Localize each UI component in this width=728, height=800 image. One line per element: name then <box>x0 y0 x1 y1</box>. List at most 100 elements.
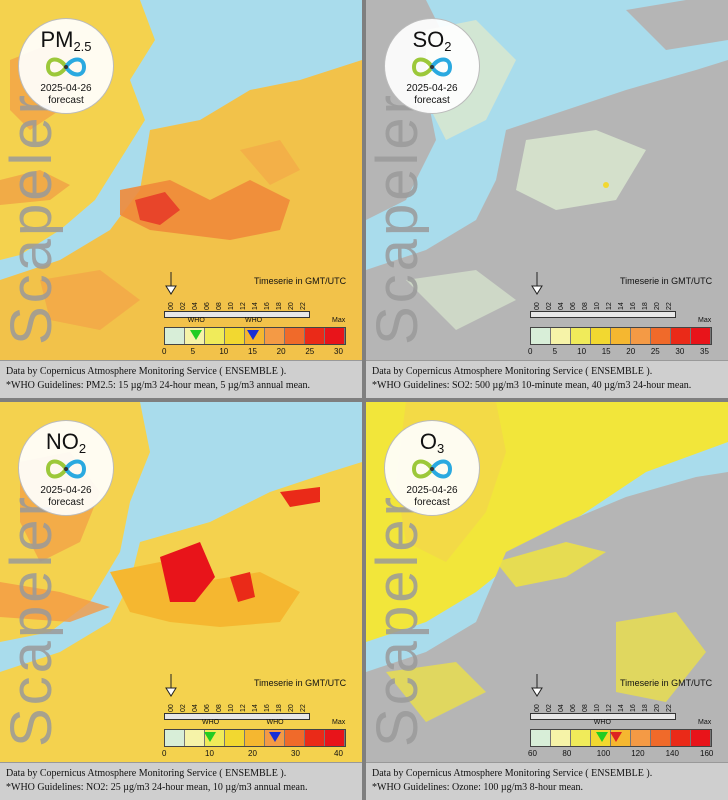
scale-swatch <box>285 730 305 746</box>
hour-tick: 08 <box>216 302 223 310</box>
scale-swatch <box>265 328 285 344</box>
who-marker-icon <box>595 732 608 742</box>
timeseries-label: Timeserie in GMT/UTC <box>254 276 347 286</box>
scapeler-logo-icon <box>45 459 87 479</box>
forecast-date: 2025-04-26 <box>406 83 458 94</box>
forecast-label: forecast <box>414 95 450 106</box>
scale-swatch <box>571 730 591 746</box>
hour-tick: 12 <box>240 704 247 712</box>
hour-tick: 20 <box>288 704 295 712</box>
scale-swatch <box>305 328 325 344</box>
scapeler-logo-icon <box>45 57 87 77</box>
hour-tick: 22 <box>666 704 673 712</box>
scale-label: 30 <box>291 749 300 758</box>
map-o3 <box>366 402 728 762</box>
scale-label: 15 <box>248 347 257 356</box>
hour-tick: 20 <box>654 704 661 712</box>
who-label: WHO <box>593 719 611 726</box>
scale-swatch <box>651 730 671 746</box>
pollutant-title: SO2 <box>412 27 452 54</box>
hour-tick: 20 <box>288 302 295 310</box>
hour-tick: 04 <box>192 302 199 310</box>
hour-tick: 12 <box>606 704 613 712</box>
scale-swatch <box>691 730 711 746</box>
who-marker-icon <box>247 330 259 340</box>
hour-tick: 08 <box>582 704 589 712</box>
who-label: WHO <box>202 719 220 726</box>
scale-swatch <box>551 730 571 746</box>
brand-watermark: Scapeler <box>0 92 64 345</box>
current-time-arrow-icon <box>165 272 177 295</box>
brand-watermark: Scapeler <box>366 92 430 345</box>
hour-tick: 18 <box>642 302 649 310</box>
scale-swatch <box>631 730 651 746</box>
panel-pm25: Scapeler PM2.5 2025-04-26 forecast Times… <box>0 0 362 398</box>
hour-tick: 14 <box>618 302 625 310</box>
pollutant-title: NO2 <box>45 429 87 456</box>
hour-tick: 00 <box>168 302 175 310</box>
scale-label: 20 <box>276 347 286 356</box>
hour-tick: 02 <box>180 302 187 310</box>
scale-swatch <box>285 328 305 344</box>
scale-label: 0 <box>162 347 167 356</box>
scale-swatch <box>185 730 205 746</box>
scapeler-logo-icon <box>411 57 453 77</box>
current-time-arrow-icon <box>531 272 543 295</box>
hour-tick: 14 <box>618 704 625 712</box>
scale-swatch <box>691 328 711 344</box>
brand-watermark: Scapeler <box>0 494 64 747</box>
max-label: Max <box>698 719 712 726</box>
scale-swatch <box>325 730 345 746</box>
timeline-bar <box>530 713 676 720</box>
color-scale <box>164 729 346 747</box>
hour-tick: 14 <box>252 704 259 712</box>
scale-label: 5 <box>552 347 558 356</box>
forecast-label: forecast <box>48 95 84 106</box>
scale-label: 100 <box>596 749 611 758</box>
forecast-date: 2025-04-26 <box>40 83 92 94</box>
scale-swatch <box>591 328 611 344</box>
scale-swatch <box>245 730 265 746</box>
footer-source: Data by Copernicus Atmosphere Monitoring… <box>372 366 653 377</box>
timeline-bar <box>530 311 676 318</box>
scale-swatch <box>611 328 631 344</box>
hour-tick: 06 <box>204 302 211 310</box>
scale-label: 10 <box>219 347 229 356</box>
hour-tick: 04 <box>558 302 565 310</box>
hour-tick: 04 <box>192 704 199 712</box>
hour-tick: 22 <box>300 704 307 712</box>
pollutant-badge: PM2.5 2025-04-26 forecast <box>18 18 114 114</box>
scale-label: 15 <box>601 347 611 356</box>
brand-watermark: Scapeler <box>366 494 430 747</box>
hour-tick: 04 <box>558 704 565 712</box>
hour-tick: 06 <box>570 302 577 310</box>
forecast-date: 2025-04-26 <box>406 485 458 496</box>
footer-who: *WHO Guidelines: Ozone: 100 µg/m3 8-hour… <box>372 782 583 793</box>
max-label: Max <box>332 317 346 324</box>
panel-so2: Scapeler SO2 2025-04-26 forecast Timeser… <box>366 0 728 398</box>
scale-swatch <box>225 730 245 746</box>
hour-tick: 02 <box>546 302 553 310</box>
scale-swatch <box>651 328 671 344</box>
scale-swatch <box>225 328 245 344</box>
hour-tick: 16 <box>264 302 271 310</box>
hour-tick: 12 <box>606 302 613 310</box>
footer-source: Data by Copernicus Atmosphere Monitoring… <box>6 768 287 779</box>
hour-tick: 00 <box>534 302 541 310</box>
scapeler-logo-icon <box>411 459 453 479</box>
who-marker-icon <box>609 732 622 742</box>
timeline-bar <box>164 713 310 720</box>
scale-label: 30 <box>334 347 343 356</box>
who-label: WHO <box>245 317 263 324</box>
who-marker-icon <box>204 732 216 742</box>
scale-label: 0 <box>162 749 167 758</box>
scale-label: 5 <box>190 347 196 356</box>
max-label: Max <box>698 317 712 324</box>
scale-swatch <box>205 328 225 344</box>
footer: Data by Copernicus Atmosphere Monitoring… <box>0 762 362 800</box>
who-marker-icon <box>268 732 281 742</box>
scale-label: 25 <box>650 347 660 356</box>
timeseries-label: Timeserie in GMT/UTC <box>620 678 713 688</box>
who-label: WHO <box>266 719 284 726</box>
